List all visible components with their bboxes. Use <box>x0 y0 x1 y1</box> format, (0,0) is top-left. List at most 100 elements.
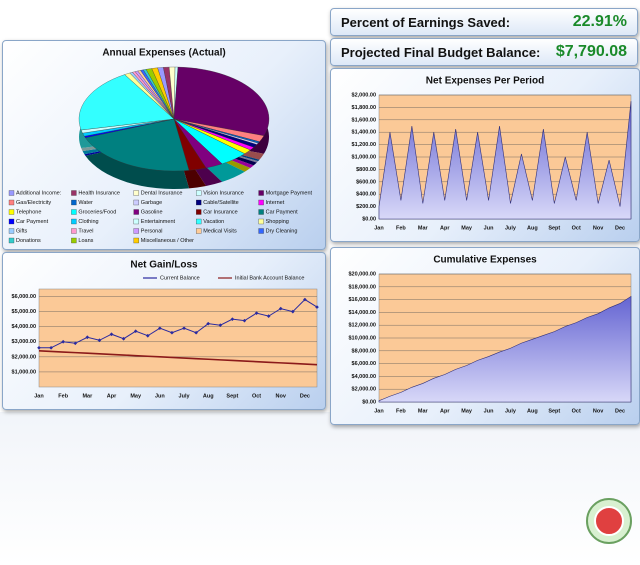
x-tick-label: Sept <box>548 225 560 231</box>
y-tick-label: $10,000.00 <box>348 335 376 341</box>
legend-label: Initial Bank Account Balance <box>235 275 304 281</box>
x-tick-label: Oct <box>252 393 261 399</box>
x-tick-label: Jan <box>34 393 44 399</box>
chart: Cumulative Expenses $0.00 $2,000.00 $4,000.… <box>348 255 632 414</box>
y-tick-label: $6,000.00 <box>12 294 36 300</box>
y-tick-label: $4,000.00 <box>12 324 36 330</box>
legend-swatch <box>258 190 264 196</box>
series-marker <box>145 333 150 338</box>
legend-swatch <box>258 199 264 206</box>
legend-label: Travel <box>78 228 93 234</box>
legend-swatch <box>133 209 139 215</box>
y-tick-label: $16,000.00 <box>348 297 376 303</box>
y-tick-label: $400.00 <box>356 192 376 198</box>
y-tick-label: $1,600.00 <box>352 117 376 123</box>
x-tick-label: Nov <box>276 393 287 399</box>
x-tick-label: Apr <box>440 225 450 231</box>
pie-slice <box>151 67 175 120</box>
series-marker <box>290 309 295 314</box>
legend-swatch <box>71 228 77 234</box>
reflection <box>0 412 640 565</box>
x-tick-label: Feb <box>396 408 406 414</box>
legend-label: Health Insurance <box>78 190 120 196</box>
pie-slice <box>85 118 190 172</box>
legend-swatch <box>71 237 77 244</box>
x-tick-label: Nov <box>593 225 604 231</box>
y-tick-label: $1,000.00 <box>12 369 36 375</box>
legend-label: Mortgage Payment <box>266 190 313 196</box>
legend-label: Car Payment <box>16 219 49 225</box>
chart-title: Cumulative Expenses <box>433 255 537 266</box>
series-marker <box>133 329 138 334</box>
legend-swatch <box>8 218 15 225</box>
x-tick-label: Oct <box>572 408 581 414</box>
y-tick-label: $2,000.00 <box>352 387 376 393</box>
y-tick-label: $5,000.00 <box>12 309 36 315</box>
legend-swatch <box>196 199 202 206</box>
x-tick-label: Dec <box>615 408 625 414</box>
y-tick-label: $8,000.00 <box>352 348 376 354</box>
y-tick-label: $200.00 <box>356 204 376 210</box>
legend-swatch <box>8 237 15 244</box>
legend-label: Car Payment <box>266 209 299 215</box>
x-tick-label: Aug <box>203 393 214 399</box>
x-tick-label: May <box>461 225 473 231</box>
legend-swatch <box>258 218 264 225</box>
legend-swatch <box>133 237 139 244</box>
y-tick-label: $3,000.00 <box>12 339 36 345</box>
y-tick-label: $2,000.00 <box>352 92 376 98</box>
legend-label: Water <box>78 200 93 206</box>
chart-panel: Net Expenses Per Period $0.00 $200.00 $400.… <box>330 68 640 242</box>
legend-swatch <box>258 228 264 234</box>
x-tick-label: July <box>505 225 517 231</box>
kpi-label: Projected Final Budget Balance: <box>341 44 541 60</box>
x-tick-label: Nov <box>593 408 604 414</box>
area <box>378 101 632 220</box>
legend-label: Gifts <box>16 228 28 234</box>
legend-swatch <box>8 228 15 234</box>
legend-swatch <box>71 218 77 225</box>
plot-area <box>38 288 318 388</box>
x-tick-label: Jun <box>484 408 494 414</box>
y-tick-label: $4,000.00 <box>352 374 376 380</box>
legend-label: Vision Insurance <box>203 190 244 196</box>
y-tick-label: $0.00 <box>362 216 376 222</box>
series-marker <box>49 345 53 350</box>
y-tick-label: $0.00 <box>362 399 376 405</box>
x-tick-label: Apr <box>107 393 117 399</box>
legend-label: Internet <box>266 200 285 206</box>
y-tick-label: $600.00 <box>356 179 376 185</box>
legend-label: Additional Income: <box>16 190 62 196</box>
x-tick-label: Feb <box>58 393 68 399</box>
x-tick-label: Jan <box>374 225 384 231</box>
y-tick-label: $6,000.00 <box>352 361 376 367</box>
legend-label: Vacation <box>203 219 224 225</box>
x-tick-label: Jun <box>155 393 165 399</box>
chart-panel: Cumulative Expenses $0.00 $2,000.00 $4,000.… <box>330 247 640 425</box>
legend-swatch <box>196 228 202 234</box>
chart-title: Net Gain/Loss <box>130 260 198 271</box>
x-tick-label: Mar <box>82 393 93 399</box>
y-tick-label: $2,000.00 <box>12 354 36 360</box>
x-tick-label: Mar <box>418 225 429 231</box>
legend-label: Entertainment <box>141 219 176 225</box>
x-tick-label: Apr <box>440 408 450 414</box>
series-line <box>38 350 318 366</box>
series-marker <box>158 326 162 331</box>
y-tick-label: $1,200.00 <box>352 142 376 148</box>
legend-swatch <box>133 199 139 206</box>
y-tick-label: $1,000.00 <box>352 154 376 160</box>
x-tick-label: Feb <box>396 225 406 231</box>
x-tick-label: July <box>505 408 517 414</box>
kpi-label: Percent of Earnings Saved: <box>341 14 511 30</box>
x-tick-label: Jun <box>484 225 494 231</box>
chart: Net Expenses Per Period $0.00 $200.00 $400.… <box>352 76 632 231</box>
legend-label: Gas/Electricity <box>16 200 51 206</box>
chart-title: Net Expenses Per Period <box>426 76 544 87</box>
x-tick-label: Sept <box>226 393 238 399</box>
x-tick-label: Sept <box>548 408 560 414</box>
legend-swatch <box>196 218 202 225</box>
legend-swatch <box>8 199 15 206</box>
kpi-card: Percent of Earnings Saved: 22.91% <box>330 8 638 36</box>
